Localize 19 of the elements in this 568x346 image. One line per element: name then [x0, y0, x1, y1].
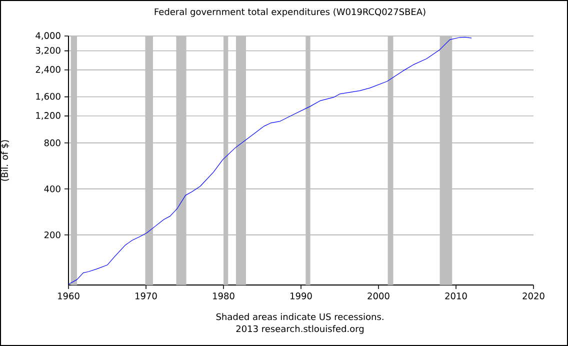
text: 2013 research.stlouisfed.org	[236, 325, 364, 334]
x-tick-label: 1970	[136, 292, 157, 300]
y-tick-label: 1,200	[36, 112, 60, 120]
x-tick-label: 2010	[445, 292, 467, 300]
y-tick-label: 4,000	[36, 32, 60, 40]
y-tick-label: 200	[44, 231, 60, 238]
y-tick-label: 1,600	[36, 92, 60, 101]
y-tick-label: 2,400	[36, 66, 60, 74]
x-tick-label: 1980	[213, 292, 234, 300]
x-tick-label: 1960	[58, 292, 80, 300]
x-tick-label: 2020	[522, 292, 544, 300]
chart-title: Federal government total expenditures (W019RCQ027SBEA)	[154, 8, 426, 17]
x-tick-label: 2000	[368, 292, 390, 300]
text: Shaded areas indicate US recessions.	[216, 313, 384, 320]
y-tick-label: 3,200	[36, 46, 60, 55]
x-tick-label: 1990	[290, 292, 312, 300]
y-tick-label: 800	[44, 139, 60, 146]
y-axis-title: (Bil. of $)	[1, 140, 10, 181]
y-tick-label: 400	[44, 185, 60, 192]
